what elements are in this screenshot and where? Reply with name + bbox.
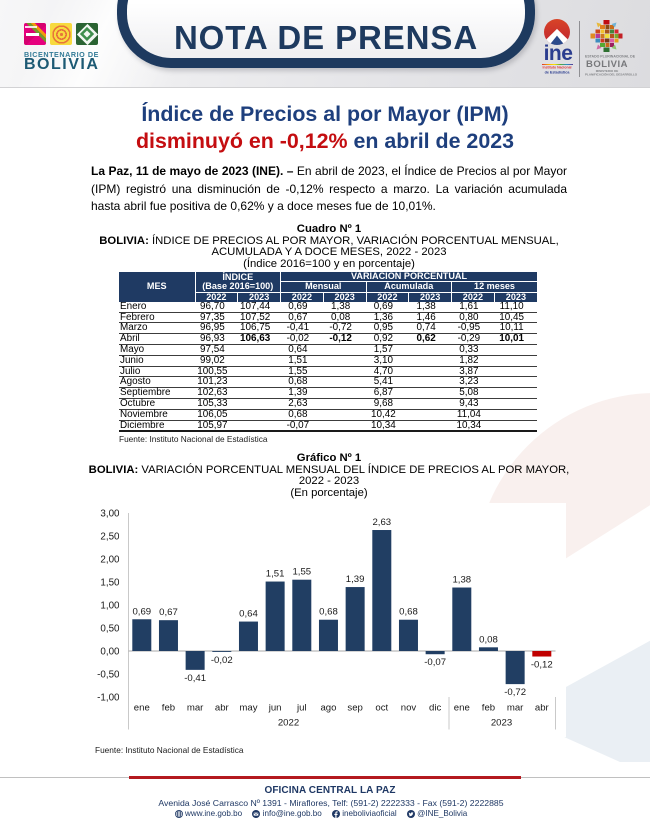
svg-text:feb: feb (162, 703, 175, 714)
svg-text:oct: oct (375, 703, 388, 714)
svg-text:2022: 2022 (278, 718, 299, 729)
svg-text:1,55: 1,55 (292, 567, 311, 578)
svg-text:abr: abr (535, 703, 550, 714)
svg-text:0,67: 0,67 (159, 607, 178, 618)
svg-text:2,63: 2,63 (372, 517, 391, 528)
svg-text:-0,12: -0,12 (531, 660, 553, 671)
svg-text:0,00: 0,00 (100, 646, 120, 657)
svg-text:0,68: 0,68 (319, 607, 338, 618)
svg-text:0,69: 0,69 (132, 606, 151, 617)
svg-text:1,38: 1,38 (452, 575, 471, 586)
svg-text:dic: dic (429, 703, 441, 714)
svg-text:-0,50: -0,50 (97, 669, 120, 680)
svg-text:feb: feb (482, 703, 495, 714)
svg-text:1,51: 1,51 (266, 569, 285, 580)
svg-text:2,00: 2,00 (100, 554, 120, 565)
svg-text:jul: jul (296, 703, 307, 714)
svg-text:mar: mar (187, 703, 204, 714)
svg-text:3,00: 3,00 (100, 508, 120, 519)
svg-text:jun: jun (268, 703, 282, 714)
svg-text:0,64: 0,64 (239, 609, 258, 620)
svg-text:0,68: 0,68 (399, 607, 418, 618)
svg-text:0,50: 0,50 (100, 623, 120, 634)
svg-text:-0,72: -0,72 (504, 687, 526, 698)
svg-text:-0,02: -0,02 (211, 655, 233, 666)
svg-text:1,50: 1,50 (100, 577, 120, 588)
svg-text:1,00: 1,00 (100, 600, 120, 611)
svg-text:ago: ago (320, 703, 336, 714)
svg-text:2023: 2023 (491, 718, 512, 729)
svg-text:ene: ene (134, 703, 150, 714)
svg-text:mar: mar (507, 703, 524, 714)
svg-text:2,50: 2,50 (100, 531, 120, 542)
svg-text:abr: abr (215, 703, 230, 714)
svg-text:sep: sep (347, 703, 362, 714)
svg-text:nov: nov (401, 703, 417, 714)
svg-text:may: may (239, 703, 257, 714)
svg-text:-0,07: -0,07 (424, 657, 446, 668)
svg-text:1,39: 1,39 (346, 574, 365, 585)
svg-text:-1,00: -1,00 (97, 692, 120, 703)
svg-text:0,08: 0,08 (479, 634, 498, 645)
svg-text:-0,41: -0,41 (184, 673, 206, 684)
svg-text:ene: ene (454, 703, 470, 714)
